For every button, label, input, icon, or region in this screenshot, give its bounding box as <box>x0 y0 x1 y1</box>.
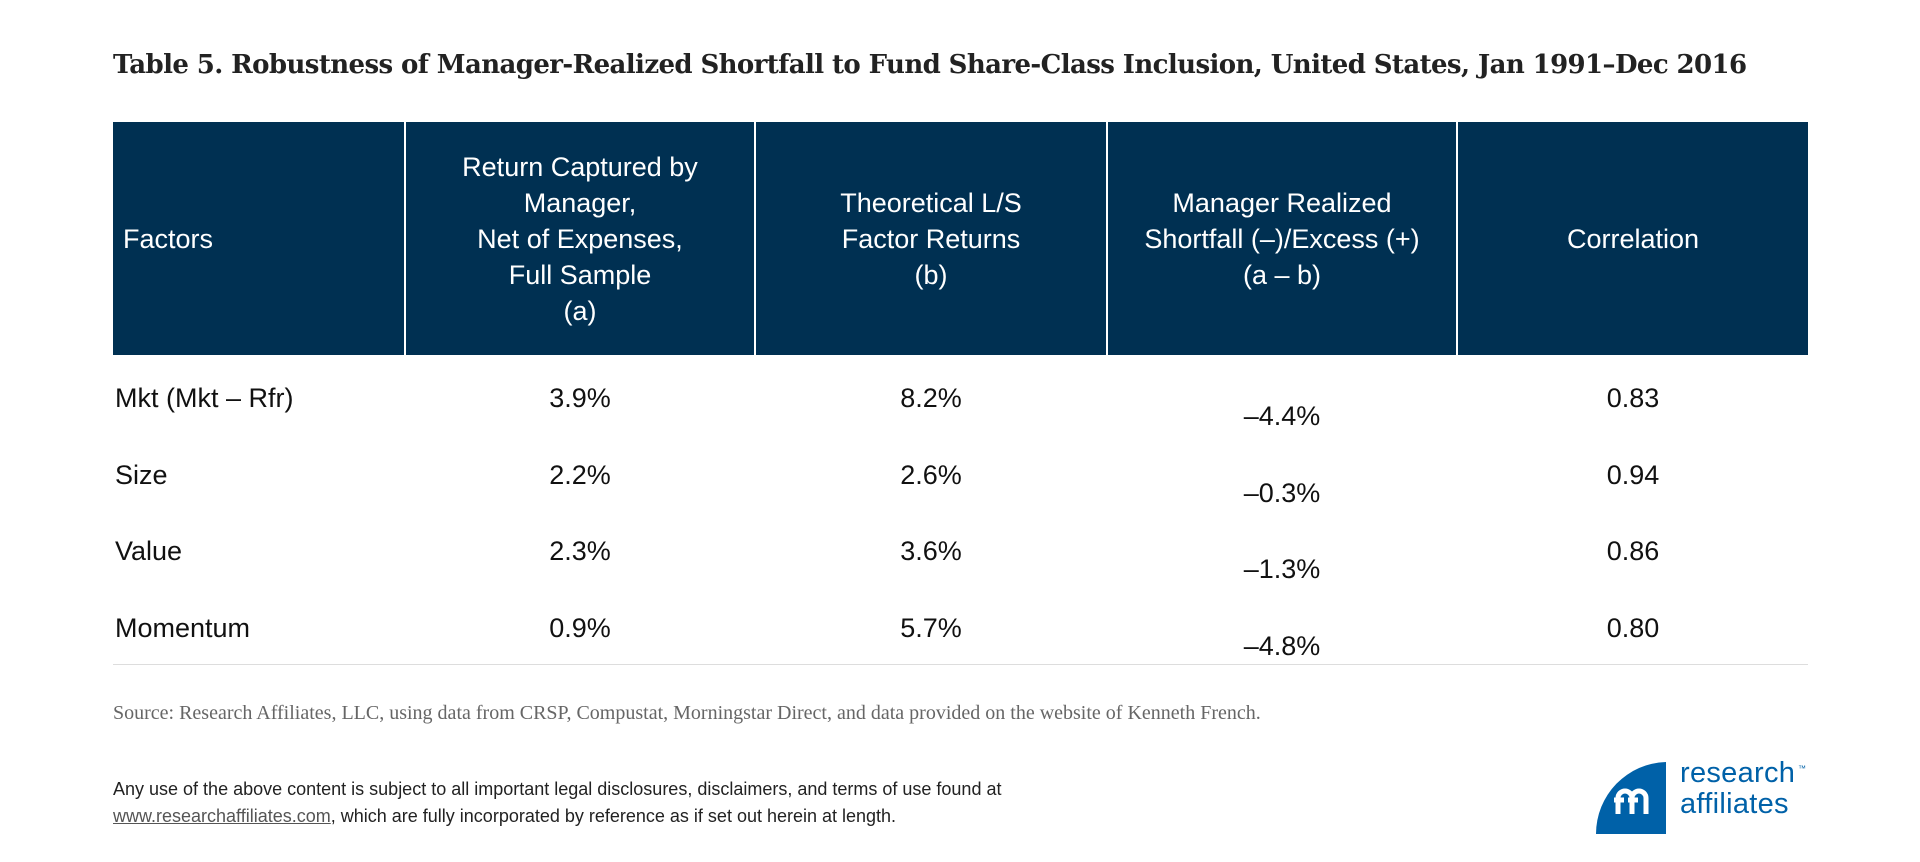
cell-theoretical-returns: 8.2% <box>900 383 962 413</box>
header-label: Correlation <box>1566 223 1700 254</box>
header-return-captured: Return Captured by Manager, Net of Expen… <box>406 122 754 355</box>
cell-factors: Size <box>115 460 168 490</box>
header-correlation: Correlation <box>1458 122 1808 355</box>
cell-theoretical-returns: 3.6% <box>900 536 962 566</box>
header-label: Factors <box>123 223 214 254</box>
header-label: Return Captured by Manager, Net of Expen… <box>462 151 698 326</box>
cell-correlation: 0.86 <box>1606 536 1660 566</box>
cell-factors: Mkt (Mkt – Rfr) <box>115 383 294 413</box>
cell-factors: Momentum <box>115 613 251 643</box>
cell-theoretical-returns: 2.6% <box>900 460 962 490</box>
header-realized-shortfall: Manager Realized Shortfall (–)/Excess (+… <box>1108 122 1456 355</box>
cell-realized-shortfall: –4.8% <box>1243 631 1321 661</box>
trademark: ™ <box>1798 764 1806 773</box>
header-label: Manager Realized Shortfall (–)/Excess (+… <box>1144 187 1420 290</box>
cell-correlation: 0.83 <box>1606 383 1660 413</box>
logo-line2: affiliates <box>1680 788 1789 820</box>
logo-line1: research <box>1680 757 1796 789</box>
cell-return-captured: 2.3% <box>549 536 611 566</box>
cell-realized-shortfall: –4.4% <box>1243 401 1321 431</box>
cell-correlation: 0.94 <box>1606 460 1660 490</box>
logo-mark-icon <box>1596 762 1666 834</box>
cell-return-captured: 0.9% <box>549 613 611 643</box>
research-affiliates-logo: research affiliates ™ <box>1596 758 1816 834</box>
cell-factors: Value <box>115 536 183 566</box>
cell-realized-shortfall: –0.3% <box>1243 478 1321 508</box>
disclaimer-line1: Any use of the above content is subject … <box>113 779 1002 799</box>
table-bottom-rule <box>113 664 1808 665</box>
header-factors: Factors <box>113 122 404 355</box>
cell-return-captured: 2.2% <box>549 460 611 490</box>
logo-text: research affiliates <box>1680 758 1795 820</box>
source-note: Source: Research Affiliates, LLC, using … <box>113 702 1261 724</box>
cell-correlation: 0.80 <box>1606 613 1660 643</box>
cell-realized-shortfall: –1.3% <box>1243 554 1321 584</box>
disclaimer: Any use of the above content is subject … <box>113 776 1001 830</box>
header-label: Theoretical L/S Factor Returns (b) <box>840 187 1022 290</box>
cell-return-captured: 3.9% <box>549 383 611 413</box>
header-theoretical-returns: Theoretical L/S Factor Returns (b) <box>756 122 1106 355</box>
website-link[interactable]: www.researchaffiliates.com <box>113 806 331 826</box>
disclaimer-line2: , which are fully incorporated by refere… <box>330 806 897 826</box>
cell-theoretical-returns: 5.7% <box>900 613 962 643</box>
table-title: Table 5. Robustness of Manager-Realized … <box>113 50 1747 80</box>
